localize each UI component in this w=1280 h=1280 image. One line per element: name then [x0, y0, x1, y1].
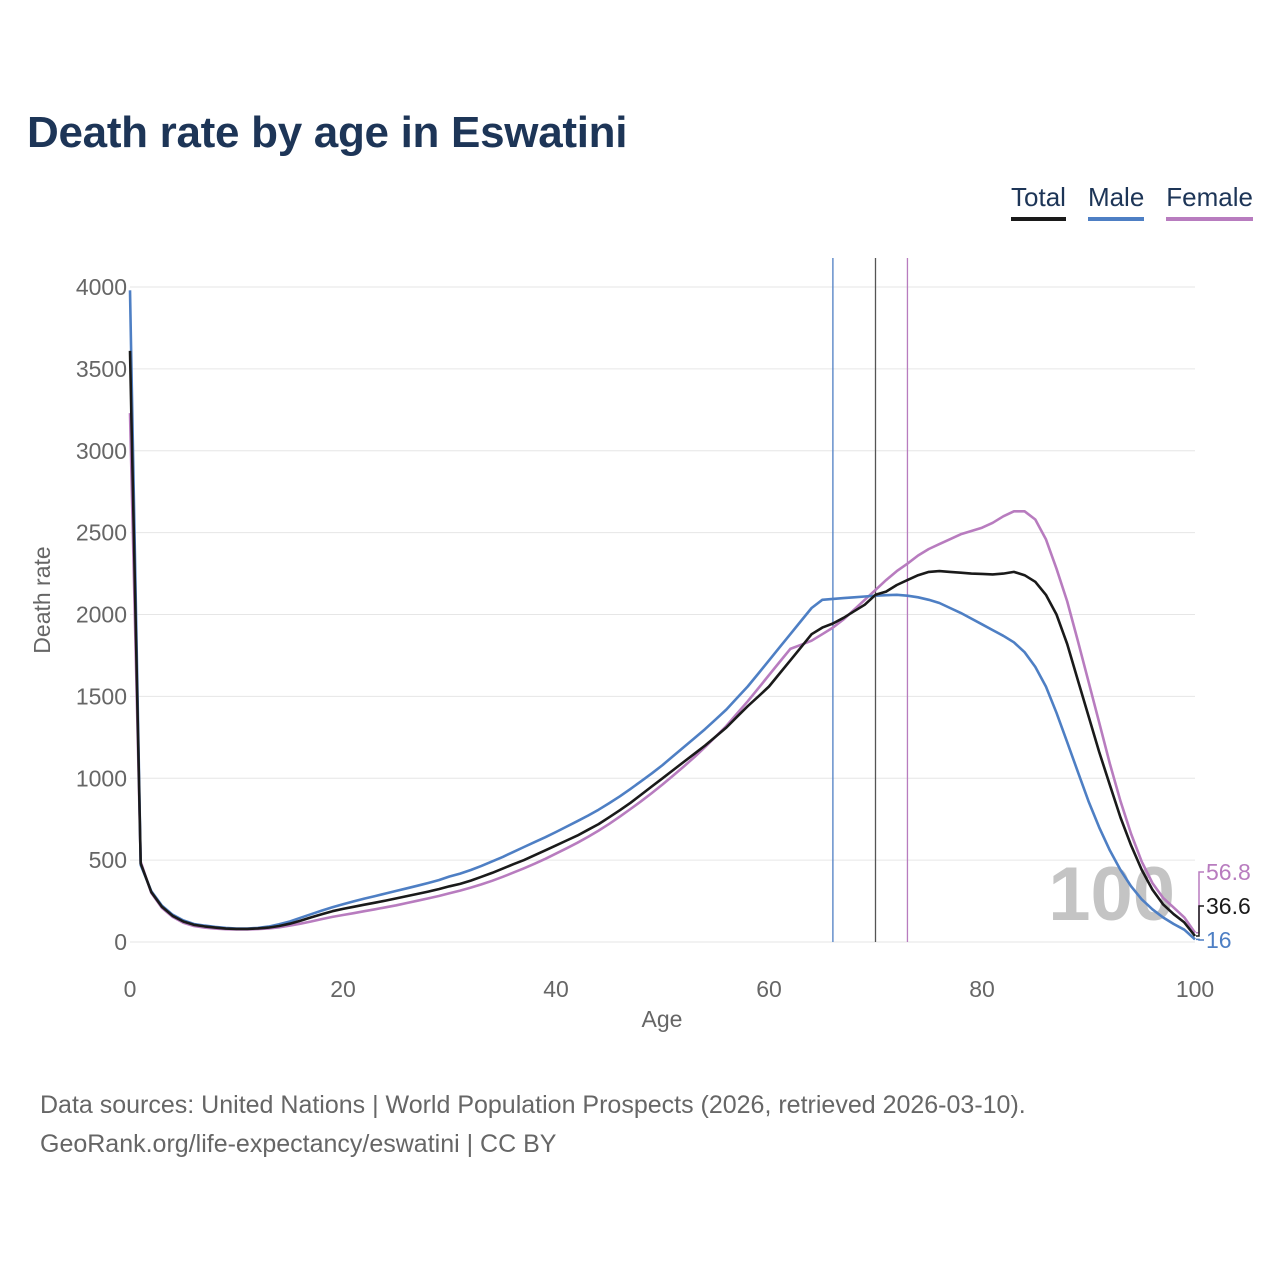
footer-sources: Data sources: United Nations | World Pop… [40, 1091, 1026, 1119]
end-labels: 56.8 36.6 16 [1196, 859, 1251, 953]
footer: Data sources: United Nations | World Pop… [40, 1086, 1026, 1164]
y-tick-label-1000: 1000 [76, 765, 127, 791]
y-tick-label-4000: 4000 [76, 274, 127, 300]
y-tick-label-0: 0 [114, 929, 127, 955]
end-label-connector-total [1196, 905, 1204, 937]
end-label-connector-male [1196, 938, 1204, 941]
y-tick-label-500: 500 [89, 847, 127, 873]
grid-lines [130, 286, 1195, 943]
year-watermark: 100 [1048, 852, 1175, 937]
series-line-total [128, 350, 1197, 937]
series-line-male [128, 290, 1196, 941]
end-label-connector-female [1196, 871, 1204, 934]
x-tick-label-20: 20 [330, 976, 356, 1002]
chart-title: Death rate by age in Eswatini [27, 108, 628, 157]
x-axis-ticks: 0 20 40 60 80 100 [124, 976, 1215, 1002]
x-axis-label: Age [642, 1006, 683, 1032]
legend-item-male[interactable]: Male [1087, 182, 1145, 221]
y-tick-label-3000: 3000 [76, 438, 127, 464]
y-tick-label-3500: 3500 [76, 356, 127, 382]
end-label-total: 36.6 [1206, 893, 1251, 919]
end-label-male: 16 [1206, 927, 1232, 953]
y-axis-label: Death rate [29, 546, 55, 653]
x-tick-label-0: 0 [124, 976, 137, 1002]
x-tick-label-60: 60 [756, 976, 782, 1002]
legend-item-total[interactable]: Total [1011, 182, 1066, 221]
end-label-female: 56.8 [1206, 859, 1251, 885]
y-tick-label-2500: 2500 [76, 520, 127, 546]
series-lines [128, 290, 1197, 941]
x-tick-label-100: 100 [1176, 976, 1214, 1002]
y-tick-label-1500: 1500 [76, 683, 127, 709]
y-tick-label-2000: 2000 [76, 602, 127, 628]
x-tick-label-40: 40 [543, 976, 569, 1002]
x-tick-label-80: 80 [969, 976, 995, 1002]
legend-item-female[interactable]: Female [1166, 182, 1253, 221]
death-rate-chart: 100 0 500 1000 1500 2000 2500 3000 3500 4000 0 20… [29, 258, 1251, 1032]
footer-link[interactable]: GeoRank.org/life-expectancy/eswatini | C… [40, 1130, 557, 1158]
series-line-female [128, 413, 1197, 934]
legend: Total Male Female [1011, 182, 1253, 221]
y-axis-ticks: 0 500 1000 1500 2000 2500 3000 3500 4000 [76, 274, 127, 955]
